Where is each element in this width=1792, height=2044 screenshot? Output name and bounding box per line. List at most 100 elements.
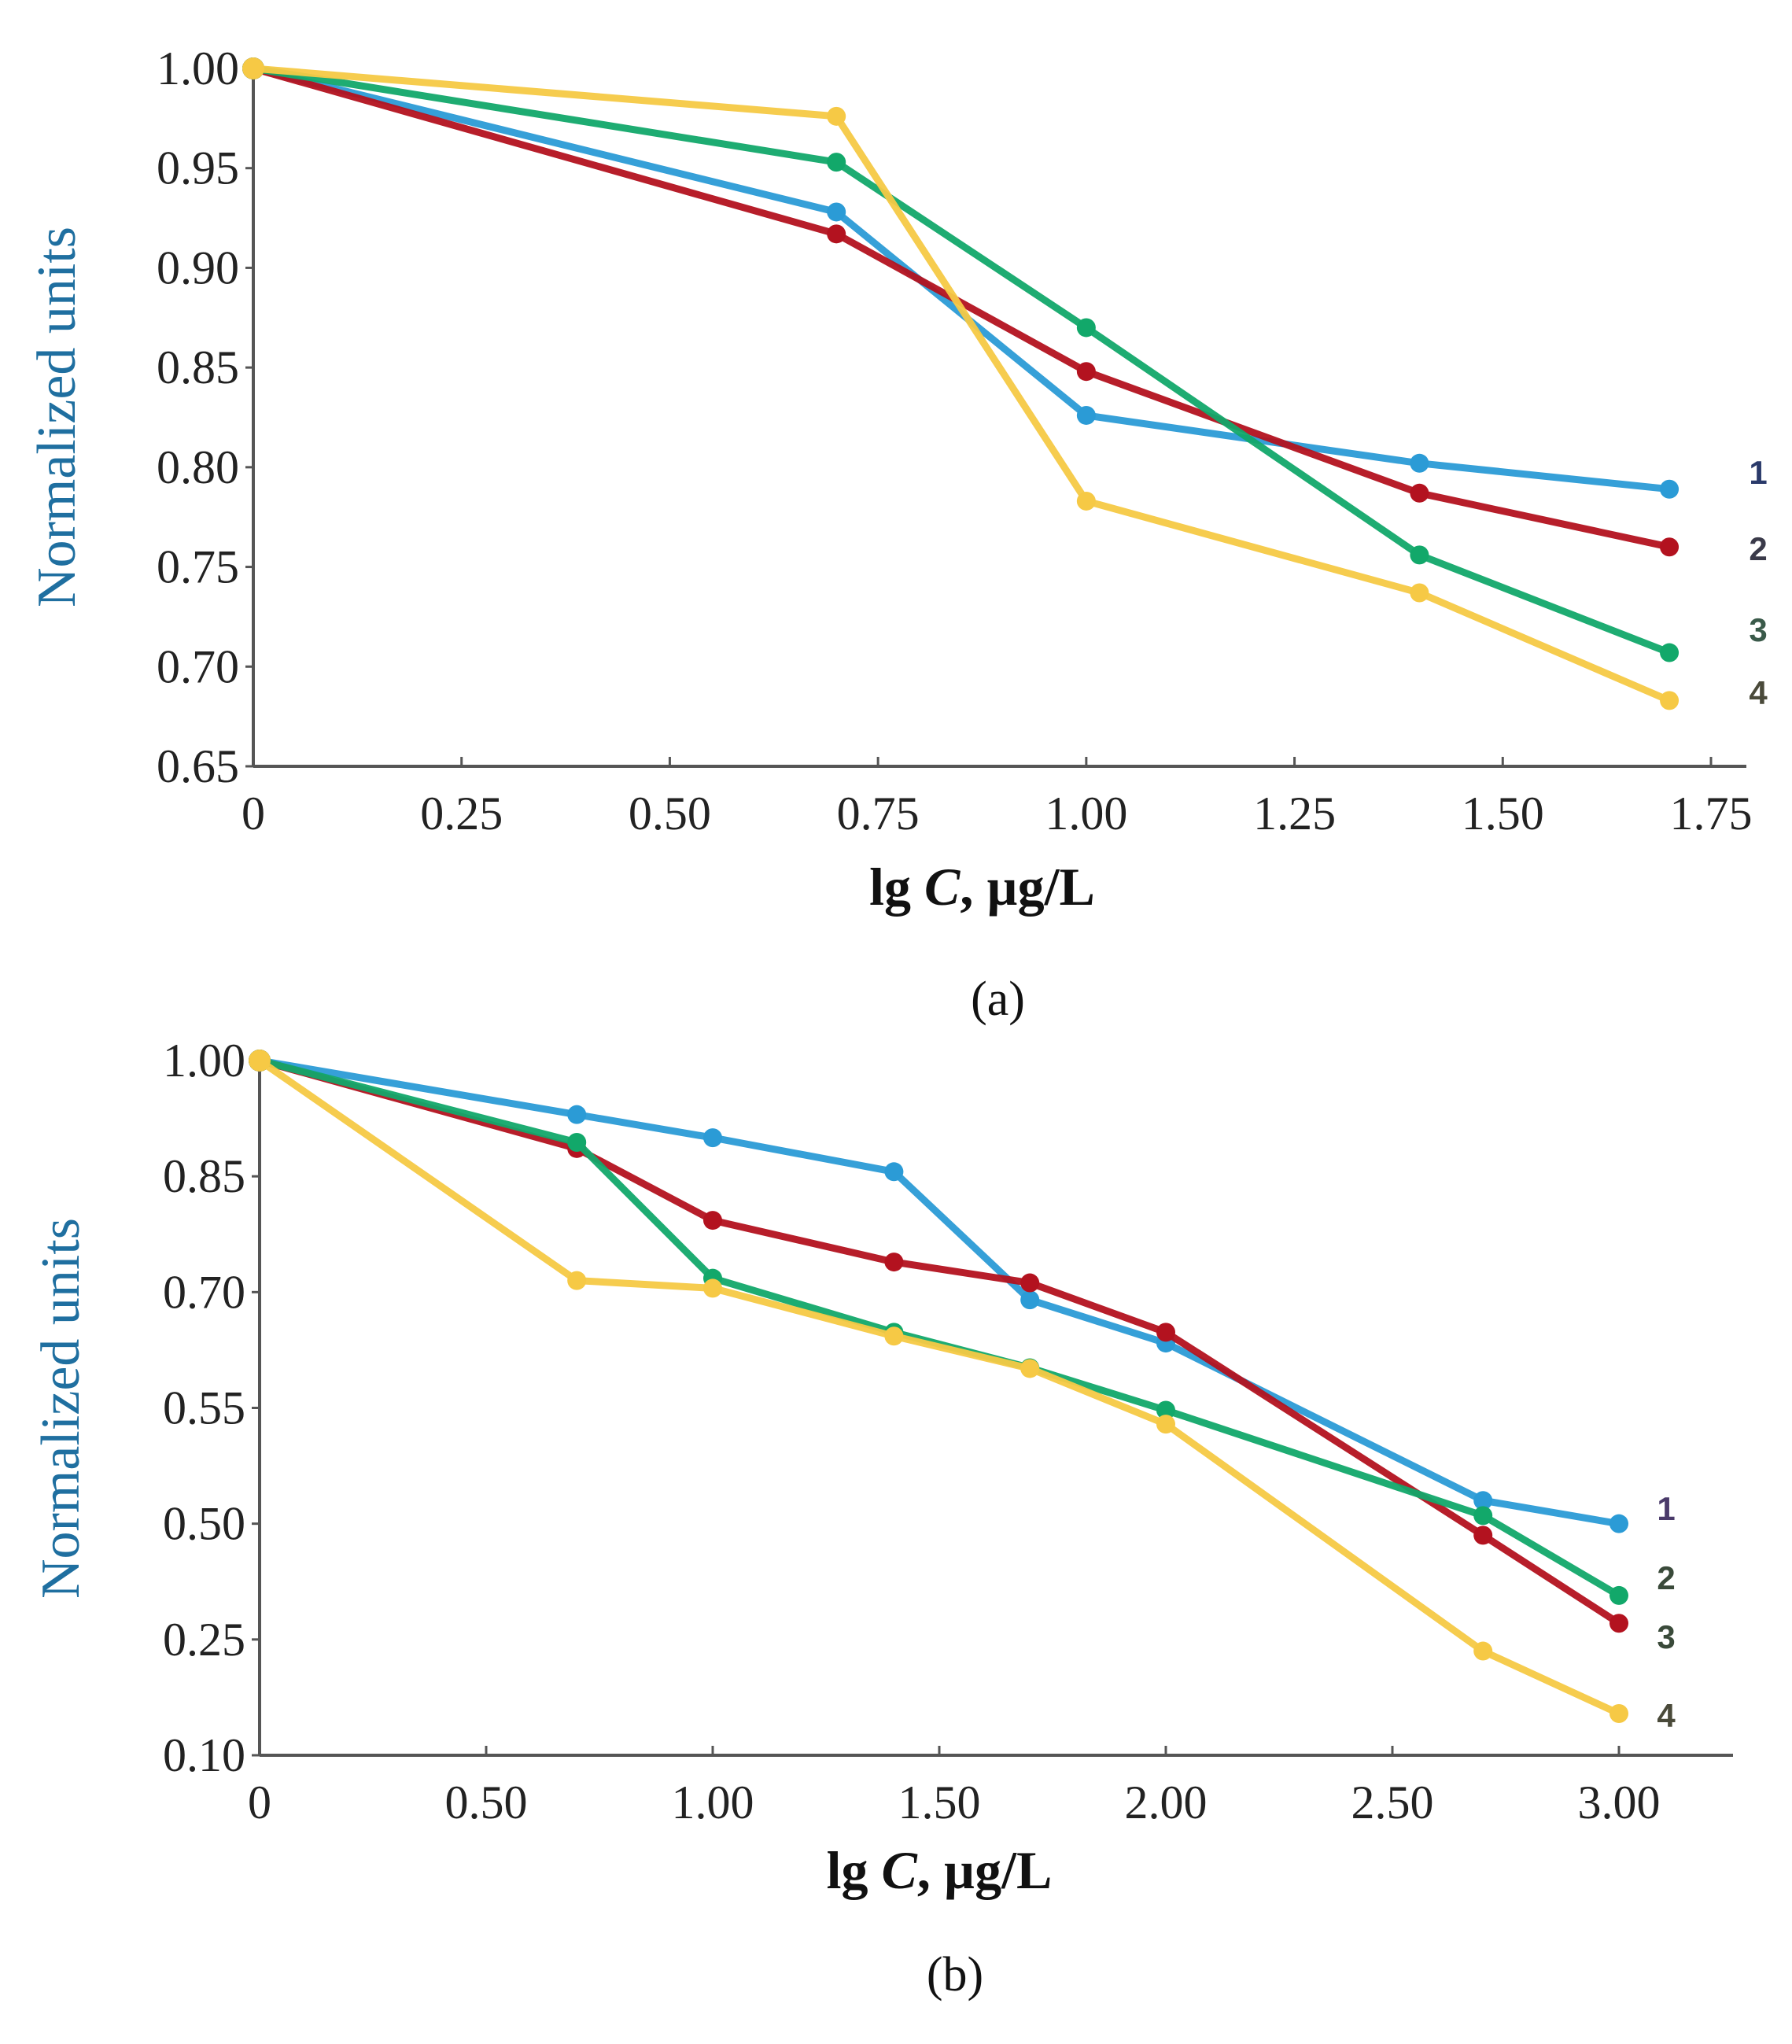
y-tick-label: 0.25 [163, 1614, 245, 1666]
y-tick-label: 0.95 [157, 142, 239, 194]
x-tick-label: 1.50 [898, 1777, 981, 1828]
data-point [242, 57, 264, 79]
data-point [1156, 1323, 1175, 1342]
chart-b: 1.00 0.85 0.70 0.55 0.50 0.25 0.100 0.50 1.00 1.5… [31, 1035, 1733, 2002]
series-label: 4 [1749, 674, 1768, 711]
series-label: 1 [1657, 1490, 1675, 1527]
y-tick-label: 0.75 [157, 541, 239, 593]
data-point [1020, 1359, 1040, 1378]
data-point [1609, 1514, 1628, 1533]
data-point [1156, 1415, 1175, 1434]
y-tick-label: 0.10 [163, 1729, 245, 1781]
x-tick-label: 2.00 [1125, 1777, 1208, 1828]
y-tick-label: 1.00 [157, 42, 239, 94]
series-1: 1 [242, 57, 1768, 499]
data-point [1609, 1704, 1628, 1724]
series-2: 2 [249, 1050, 1676, 1633]
data-point [827, 224, 846, 244]
x-tick-label: 2.50 [1351, 1777, 1434, 1828]
x-tick-label: 1.50 [1462, 788, 1544, 839]
data-point [1660, 479, 1680, 499]
data-point [1660, 643, 1680, 662]
x-axis-label: lg C, µg/L [827, 1840, 1053, 1900]
data-point [1609, 1585, 1628, 1605]
data-point [827, 106, 846, 126]
x-tick-label: 1.75 [1670, 788, 1753, 839]
data-point [567, 1132, 587, 1152]
data-point [249, 1050, 271, 1072]
y-tick-label: 0.70 [157, 640, 239, 692]
x-axis-label-unit: , µg/L [960, 857, 1094, 917]
series-3: 3 [242, 57, 1768, 662]
y-axis-label: Normalized units [31, 1218, 91, 1599]
x-axis-label-unit: , µg/L [917, 1840, 1052, 1900]
y-tick-label: 0.55 [163, 1382, 245, 1434]
x-axis-label-prefix: lg [869, 857, 924, 917]
x-tick-label: 1.25 [1253, 788, 1336, 839]
data-point [567, 1271, 587, 1290]
x-tick-label: 0.50 [445, 1777, 528, 1828]
data-point [884, 1162, 904, 1182]
series-line [258, 1057, 1621, 1599]
y-tick-label: 0.70 [163, 1266, 245, 1318]
series-line [259, 1057, 1620, 1528]
series-line [253, 65, 1671, 704]
data-point [1660, 691, 1680, 710]
x-tick-label: 0 [242, 788, 265, 839]
y-tick-label: 0.80 [157, 441, 239, 493]
series-line [257, 1057, 1621, 1717]
data-point [884, 1253, 904, 1272]
series-1: 1 [249, 1050, 1676, 1533]
data-point [1410, 545, 1429, 565]
data-point [1020, 1290, 1040, 1310]
data-point [1660, 537, 1680, 557]
series-label: 3 [1657, 1618, 1675, 1655]
data-point [1156, 1400, 1175, 1420]
series-label: 4 [1657, 1697, 1676, 1734]
series-4: 4 [242, 57, 1768, 711]
series-label: 3 [1749, 611, 1767, 648]
series-label: 2 [1657, 1559, 1675, 1596]
data-point [1473, 1641, 1493, 1661]
data-point [703, 1278, 722, 1298]
series-2: 2 [242, 57, 1768, 567]
x-tick-label: 0.25 [420, 788, 503, 839]
data-point [1020, 1273, 1040, 1293]
panel-caption: (b) [927, 1948, 983, 2002]
series-label: 2 [1749, 530, 1767, 567]
y-tick-label: 0.90 [157, 242, 239, 293]
data-point [1410, 583, 1429, 603]
data-point [567, 1105, 587, 1124]
data-point [1473, 1491, 1493, 1511]
data-point [1410, 483, 1429, 503]
series-4: 4 [249, 1050, 1676, 1734]
data-point [827, 153, 846, 172]
x-axis-label-prefix: lg [827, 1840, 882, 1900]
chart-a: 1.00 0.95 0.90 0.85 0.80 0.75 0.70 0.650 0.25 0.5… [27, 42, 1768, 1026]
x-tick-label: 0.50 [629, 788, 711, 839]
y-tick-label: 0.85 [163, 1150, 245, 1202]
x-axis-label-variable: C [924, 857, 961, 917]
x-tick-label: 3.00 [1578, 1777, 1661, 1828]
data-point [1410, 453, 1429, 473]
data-point [1076, 362, 1096, 382]
data-point [1076, 491, 1096, 511]
series-line [253, 65, 1671, 656]
data-point [1473, 1506, 1493, 1526]
data-point [1076, 318, 1096, 338]
x-tick-label: 0.75 [837, 788, 920, 839]
y-tick-label: 1.00 [163, 1035, 245, 1087]
x-tick-label: 1.00 [672, 1777, 754, 1828]
panel-caption: (a) [971, 972, 1025, 1026]
x-axis-label: lg C, µg/L [869, 857, 1095, 917]
data-point [827, 202, 846, 222]
data-point [1473, 1526, 1493, 1545]
x-tick-label: 0 [248, 1777, 271, 1828]
y-axis-label: Normalized units [27, 227, 87, 607]
x-tick-label: 1.00 [1045, 788, 1127, 839]
data-point [703, 1211, 722, 1230]
data-point [884, 1326, 904, 1346]
data-point [1609, 1614, 1628, 1633]
series-label: 1 [1749, 454, 1767, 491]
